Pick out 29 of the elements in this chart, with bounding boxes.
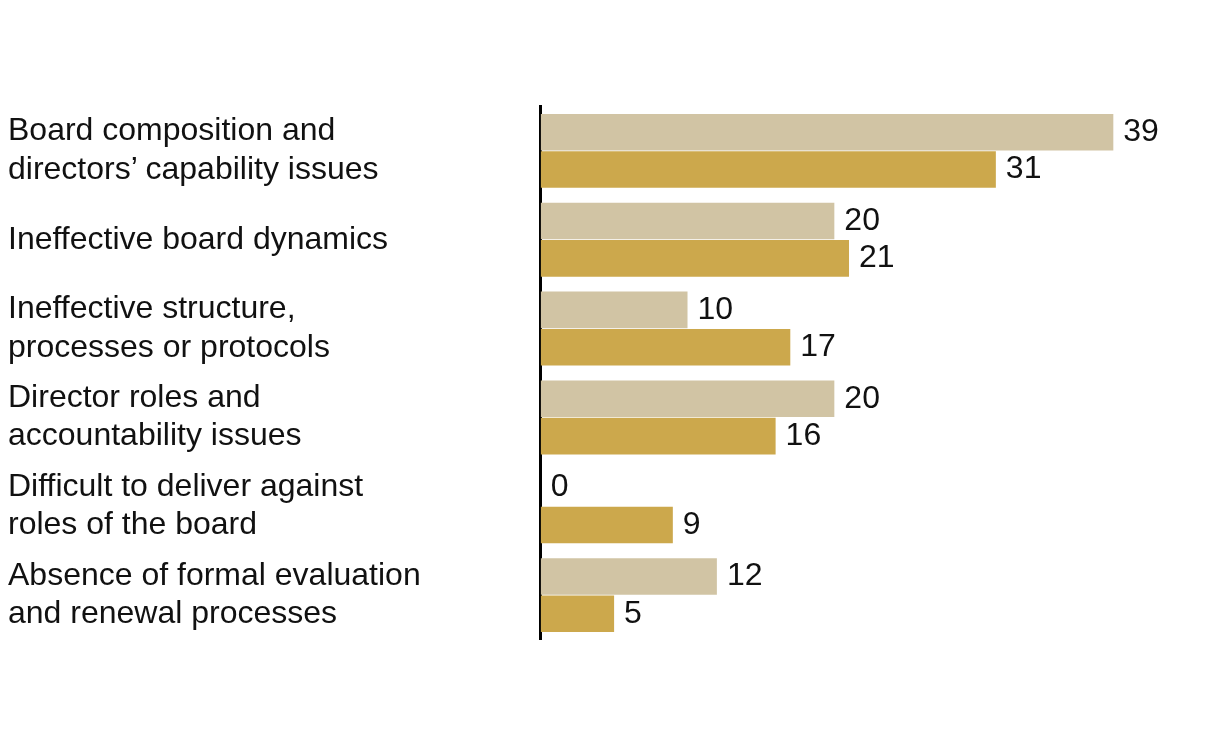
y-tick-label: Absence of formal evaluation and renewal processes — [8, 555, 421, 631]
bar — [540, 328, 791, 366]
y-tick-label: Board composition and directors’ capability issues — [8, 111, 379, 186]
bar — [540, 113, 1114, 151]
data-label: 12 — [726, 556, 763, 593]
data-label: 20 — [844, 200, 880, 237]
data-label: 39 — [1123, 112, 1159, 148]
data-label: 9 — [682, 504, 701, 541]
data-label: 31 — [1005, 149, 1042, 186]
bar — [540, 240, 850, 277]
bar — [540, 558, 717, 595]
bar — [540, 506, 673, 544]
data-label: 5 — [624, 593, 642, 630]
data-label: 0 — [550, 467, 569, 504]
data-label: 20 — [844, 378, 880, 415]
bar — [540, 595, 615, 633]
data-label: 21 — [859, 238, 895, 275]
bar — [540, 291, 688, 329]
y-tick-label: Ineffective board dynamics — [8, 219, 389, 256]
bar — [540, 202, 835, 240]
bar — [540, 380, 835, 418]
y-tick-label: Director roles and accountability issues — [8, 378, 302, 453]
data-label: 10 — [697, 289, 734, 326]
y-tick-label: Difficult to deliver against roles of the board — [8, 466, 364, 542]
bar — [540, 151, 996, 188]
bar — [540, 417, 776, 455]
data-label: 17 — [800, 327, 836, 364]
y-tick-label: Ineffective structure, processes or protocols — [8, 289, 330, 364]
data-label: 16 — [785, 415, 822, 452]
